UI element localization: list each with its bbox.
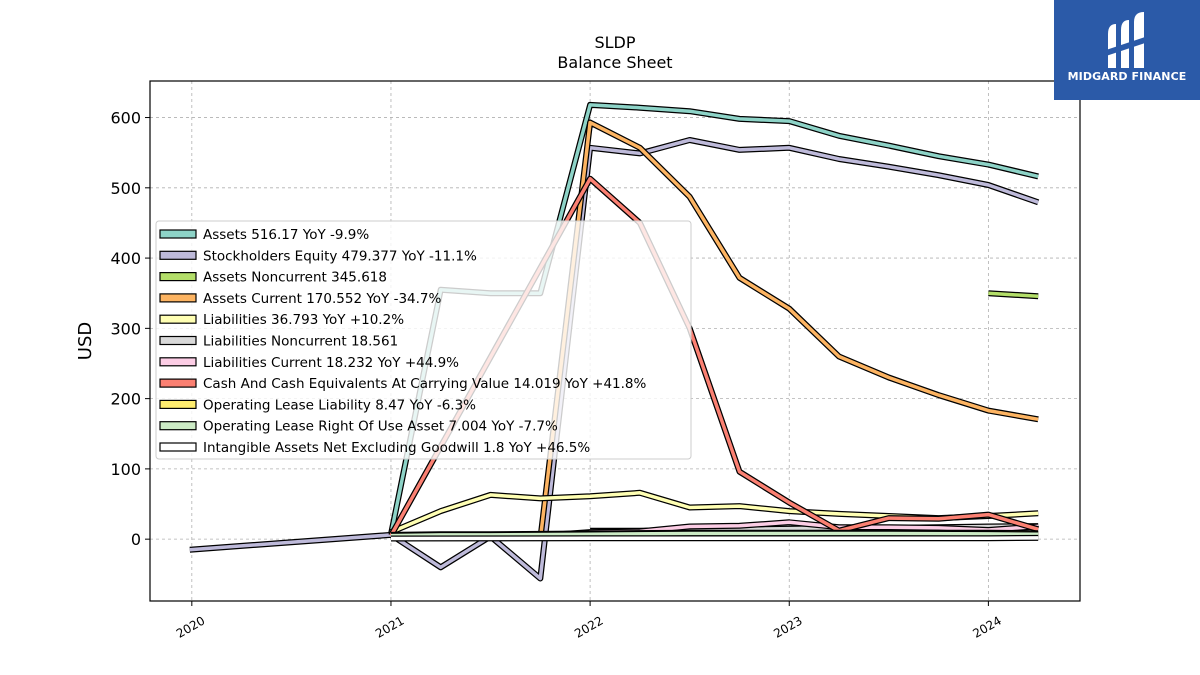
- legend-swatch: [159, 272, 197, 282]
- chart-subtitle: Balance Sheet: [557, 53, 672, 72]
- legend-box: [155, 220, 692, 460]
- midgard-logo-icon: [1106, 12, 1148, 68]
- x-tick-label: 2022: [572, 613, 605, 640]
- legend-swatch: [159, 314, 197, 324]
- legend-entry: Stockholders Equity 479.377 YoY -11.1%: [203, 248, 477, 264]
- plot-frame: [149, 80, 1081, 602]
- series-line: [390, 531, 1039, 538]
- y-axis-label: USD: [75, 322, 96, 360]
- series-line: [390, 536, 1039, 541]
- legend-entry: Operating Lease Right Of Use Asset 7.004…: [203, 419, 558, 435]
- chart-title: SLDP: [594, 33, 635, 52]
- legend-entry: Assets Noncurrent 345.618: [203, 270, 387, 286]
- legend-swatch: [159, 293, 197, 303]
- series-assets-noncurrent: [988, 290, 1039, 300]
- x-tick-label: 2020: [174, 613, 207, 640]
- legend-swatch: [159, 399, 197, 409]
- series-stockholders-equity: [189, 137, 1040, 582]
- legend: Assets 516.17 YoY -9.9% Stockholders Equi…: [155, 220, 692, 460]
- series-line: [988, 291, 1039, 299]
- legend-swatch: [159, 250, 197, 260]
- y-tick-label: 100: [110, 460, 141, 479]
- y-tick-label: 200: [110, 390, 141, 409]
- x-tick-label: 2021: [373, 613, 406, 640]
- series-line: [189, 138, 1039, 581]
- y-tick-label: 500: [110, 179, 141, 198]
- legend-entry: Assets 516.17 YoY -9.9%: [203, 227, 369, 243]
- y-tick-label: 400: [110, 249, 141, 268]
- series-cash-and-cash-equivalents-at-carrying-value: [388, 175, 1040, 538]
- legend-entry: Liabilities Noncurrent 18.561: [203, 334, 398, 350]
- series-assets-current: [537, 119, 1039, 540]
- watermark-text: MIDGARD FINANCE: [1067, 70, 1187, 83]
- legend-swatch: [159, 229, 197, 239]
- legend-swatch: [159, 335, 197, 346]
- midgard-finance-logo: MIDGARD FINANCE: [1054, 0, 1200, 100]
- y-tick-label: 600: [110, 109, 141, 128]
- legend-entry: Assets Current 170.552 YoY -34.7%: [203, 291, 442, 307]
- y-tick-label: 300: [110, 319, 141, 338]
- legend-entry: Cash And Cash Equivalents At Carrying Va…: [203, 376, 647, 392]
- series-operating-lease-right-of-use-asset: [390, 530, 1039, 539]
- legend-entry: Liabilities 36.793 YoY +10.2%: [203, 312, 404, 328]
- x-axis-ticks: 2020 2021 2022 2023 2024: [174, 601, 1004, 641]
- series-intangible-assets-net-excluding-goodwill: [390, 534, 1039, 542]
- series-line: [389, 176, 1039, 537]
- legend-entry: Intangible Assets Net Excluding Goodwill…: [203, 440, 590, 456]
- y-tick-label: 0: [131, 530, 141, 549]
- y-axis-ticks: 0 100 200 300 400 500 600: [110, 109, 150, 549]
- legend-swatch: [159, 378, 197, 388]
- legend-swatch: [159, 357, 197, 367]
- series-layer: [189, 101, 1040, 582]
- series-line: [538, 120, 1039, 540]
- legend-entry: Liabilities Current 18.232 YoY +44.9%: [203, 355, 459, 371]
- legend-swatch: [159, 442, 197, 452]
- x-tick-label: 2023: [771, 613, 804, 640]
- x-tick-label: 2024: [970, 613, 1003, 640]
- legend-swatch: [159, 421, 197, 431]
- legend-entry: Operating Lease Liability 8.47 YoY -6.3%: [203, 397, 476, 413]
